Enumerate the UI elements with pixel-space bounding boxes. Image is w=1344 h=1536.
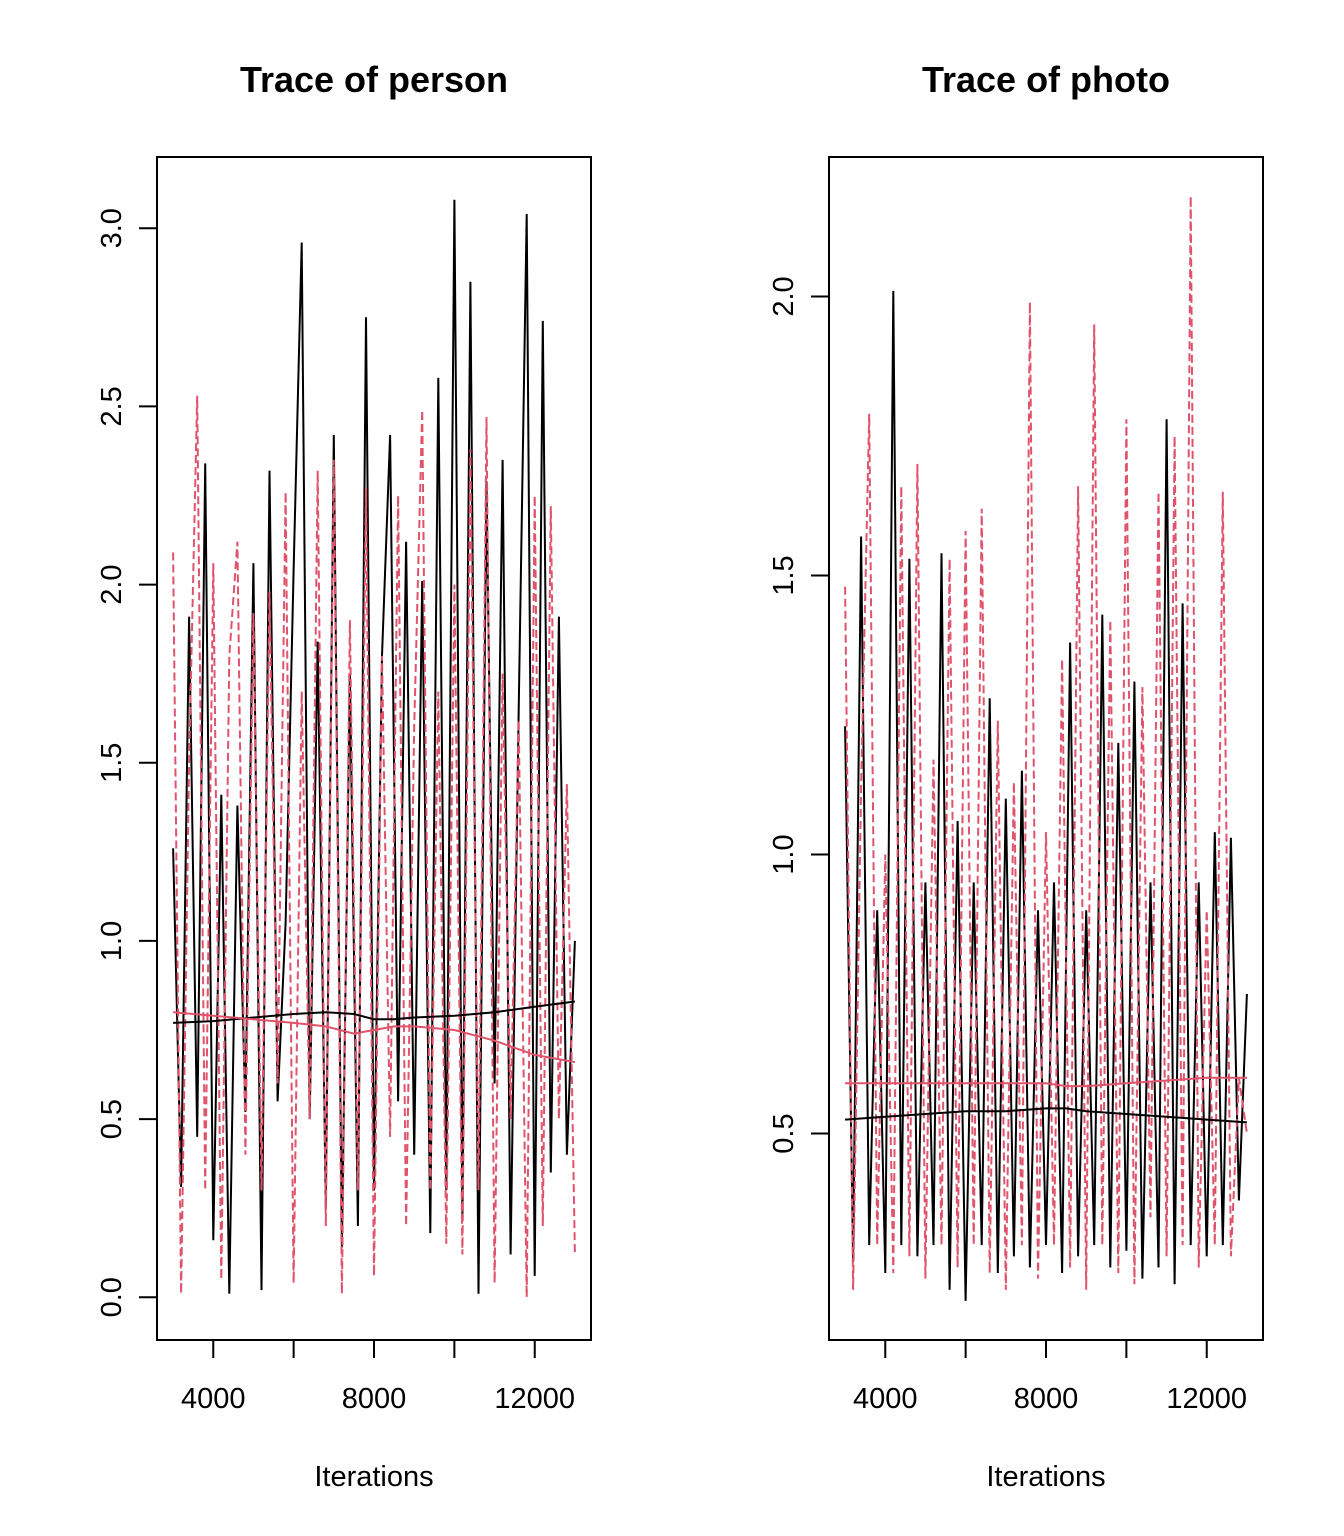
x-tick-label: 8000 bbox=[342, 1383, 407, 1415]
panel-photo: Trace of photo Iterations 4000 8000 12000 0… bbox=[768, 59, 1264, 1493]
y-tick-label: 0.5 bbox=[768, 1113, 800, 1153]
trace-series-1 bbox=[172, 199, 576, 1294]
panel-person: Trace of person Iterations 4000 8000 12000… bbox=[96, 59, 592, 1493]
smooth-line-1 bbox=[173, 1000, 576, 1024]
trace-series-1 bbox=[844, 290, 1248, 1301]
y-tick-label: 0.0 bbox=[96, 1277, 128, 1317]
y-tick-label: 0.5 bbox=[96, 1099, 128, 1139]
smooth-line-2 bbox=[173, 1011, 576, 1064]
y-tick-label: 1.5 bbox=[768, 555, 800, 595]
y-tick-label: 3.0 bbox=[96, 208, 128, 248]
x-tick-label: 4000 bbox=[181, 1383, 246, 1415]
y-tick-label: 1.0 bbox=[768, 834, 800, 874]
trace-series-2 bbox=[844, 196, 1248, 1290]
y-tick-label: 2.5 bbox=[96, 386, 128, 426]
smooth-line-1 bbox=[845, 1107, 1247, 1124]
x-tick-label: 12000 bbox=[494, 1383, 575, 1415]
y-tick-label: 1.5 bbox=[96, 743, 128, 783]
y-tick-label: 1.0 bbox=[96, 921, 128, 961]
smooth-line-2 bbox=[845, 1076, 1247, 1088]
x-axis-label: Iterations bbox=[314, 1461, 433, 1493]
chart-title: Trace of photo bbox=[922, 59, 1170, 100]
trace-series-2 bbox=[172, 395, 576, 1298]
chart-title: Trace of person bbox=[240, 59, 508, 100]
x-tick-label: 4000 bbox=[853, 1383, 918, 1415]
x-tick-label: 8000 bbox=[1014, 1383, 1079, 1415]
y-tick-label: 2.0 bbox=[96, 564, 128, 604]
y-tick-label: 2.0 bbox=[768, 276, 800, 316]
x-axis-label: Iterations bbox=[986, 1461, 1105, 1493]
x-tick-label: 12000 bbox=[1166, 1383, 1247, 1415]
